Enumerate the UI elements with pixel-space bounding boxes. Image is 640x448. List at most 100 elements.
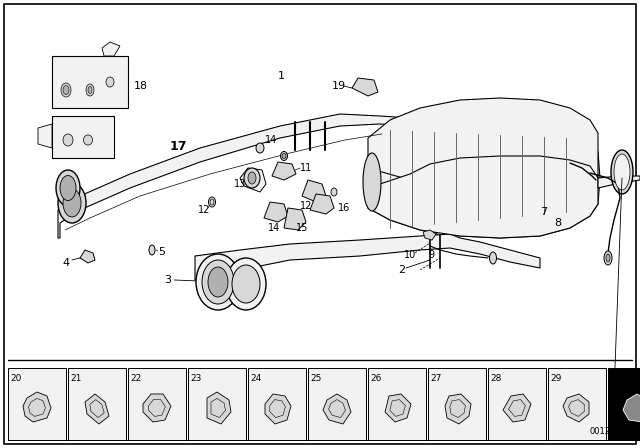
Ellipse shape (248, 172, 256, 184)
Bar (368, 368, 426, 440)
Text: 29: 29 (550, 374, 561, 383)
Bar (128, 368, 186, 440)
Text: 23: 23 (190, 374, 202, 383)
Bar (308, 368, 366, 440)
Polygon shape (195, 234, 540, 280)
Text: 12: 12 (300, 201, 312, 211)
Ellipse shape (106, 77, 114, 87)
Bar (188, 368, 246, 440)
Polygon shape (445, 394, 471, 424)
Ellipse shape (88, 86, 92, 94)
Polygon shape (503, 394, 531, 422)
Polygon shape (385, 394, 411, 422)
Ellipse shape (196, 254, 240, 310)
Text: 3: 3 (164, 275, 171, 285)
Ellipse shape (202, 260, 234, 304)
Bar (8, 368, 66, 440)
Ellipse shape (490, 252, 497, 264)
Ellipse shape (226, 258, 266, 310)
Polygon shape (352, 78, 378, 96)
Polygon shape (323, 394, 351, 424)
Polygon shape (563, 394, 589, 422)
Ellipse shape (280, 151, 287, 160)
Ellipse shape (208, 267, 228, 297)
Ellipse shape (331, 188, 337, 196)
Text: 15: 15 (296, 223, 308, 233)
Polygon shape (52, 116, 114, 158)
Text: 27: 27 (430, 374, 442, 383)
Polygon shape (368, 98, 598, 200)
Text: 25: 25 (310, 374, 321, 383)
Text: 21: 21 (70, 374, 81, 383)
Polygon shape (265, 394, 291, 424)
Bar (488, 368, 546, 440)
Ellipse shape (61, 83, 71, 97)
Polygon shape (102, 42, 120, 56)
Text: 14: 14 (268, 223, 280, 233)
Ellipse shape (282, 154, 286, 159)
Text: 19: 19 (332, 81, 346, 91)
Text: 9: 9 (428, 250, 434, 260)
Ellipse shape (63, 134, 73, 146)
Ellipse shape (149, 245, 155, 255)
Polygon shape (423, 230, 436, 240)
Ellipse shape (63, 86, 69, 95)
Bar (548, 368, 606, 440)
Polygon shape (264, 202, 288, 222)
Polygon shape (368, 156, 598, 238)
Text: 28: 28 (490, 374, 501, 383)
Text: 18: 18 (134, 81, 148, 91)
Text: 22: 22 (130, 374, 141, 383)
Text: 00120.29: 00120.29 (590, 427, 629, 436)
Text: 24: 24 (250, 374, 261, 383)
Polygon shape (598, 176, 640, 188)
Polygon shape (80, 250, 95, 263)
Polygon shape (58, 114, 452, 238)
Text: 2: 2 (398, 265, 405, 275)
Text: 1: 1 (278, 71, 285, 81)
Ellipse shape (63, 189, 81, 217)
Ellipse shape (83, 135, 93, 145)
Polygon shape (368, 140, 452, 244)
Polygon shape (272, 162, 296, 180)
Ellipse shape (611, 150, 633, 194)
Ellipse shape (256, 143, 264, 153)
Ellipse shape (86, 84, 94, 96)
Text: 16: 16 (338, 203, 350, 213)
Polygon shape (240, 168, 266, 192)
Ellipse shape (60, 176, 76, 201)
Text: 12: 12 (198, 205, 211, 215)
Ellipse shape (269, 206, 275, 215)
Text: 7: 7 (540, 207, 547, 217)
Text: 13: 13 (234, 179, 246, 189)
Bar (68, 368, 126, 440)
Text: 10: 10 (404, 250, 416, 260)
Text: 4: 4 (62, 258, 69, 268)
Polygon shape (23, 392, 51, 422)
Text: 20: 20 (10, 374, 21, 383)
Ellipse shape (244, 168, 260, 188)
Bar (428, 368, 486, 440)
Ellipse shape (56, 170, 80, 206)
Ellipse shape (210, 199, 214, 205)
Polygon shape (38, 124, 52, 148)
Ellipse shape (614, 154, 630, 190)
Polygon shape (623, 394, 640, 422)
Text: 14: 14 (265, 135, 277, 145)
Polygon shape (284, 208, 306, 230)
Polygon shape (143, 394, 171, 422)
Polygon shape (52, 56, 128, 108)
Text: 6: 6 (608, 393, 615, 403)
Bar (248, 368, 306, 440)
Ellipse shape (58, 183, 86, 223)
Polygon shape (302, 180, 326, 202)
Bar (608, 368, 640, 440)
Text: 26: 26 (370, 374, 381, 383)
Text: 17: 17 (170, 139, 188, 152)
Ellipse shape (209, 197, 216, 207)
Polygon shape (310, 194, 334, 214)
Text: 8: 8 (554, 218, 561, 228)
Text: 11: 11 (300, 163, 312, 173)
Text: 5: 5 (158, 247, 165, 257)
Ellipse shape (232, 265, 260, 303)
